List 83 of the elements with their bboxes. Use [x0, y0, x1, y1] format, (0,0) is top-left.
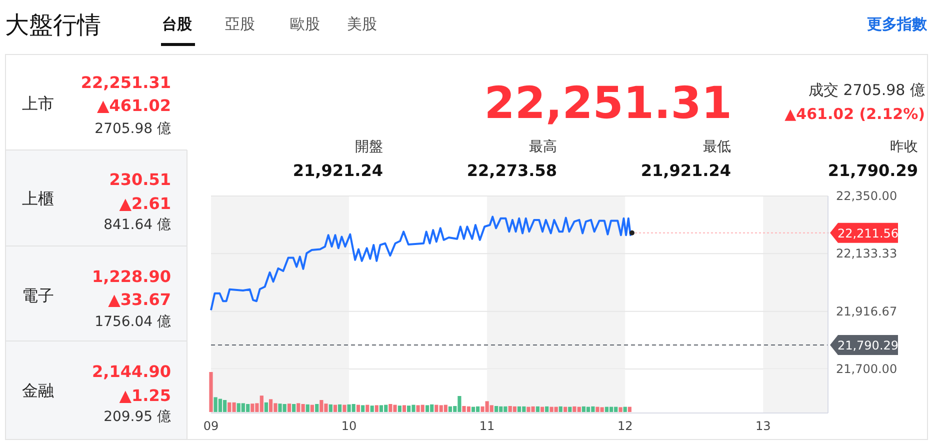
bar — [517, 406, 522, 412]
bar — [494, 406, 498, 412]
x-tick-label: 12 — [617, 419, 633, 433]
text: 美股 — [347, 15, 377, 33]
bar — [540, 406, 544, 412]
text: 230.51 — [109, 170, 171, 189]
text: ▲33.67 — [108, 290, 171, 309]
text: ▲2.61 — [119, 194, 171, 213]
bar — [402, 405, 406, 412]
bar — [315, 404, 319, 412]
bar — [618, 407, 622, 412]
text: 歐股 — [290, 15, 320, 33]
bar — [398, 406, 402, 412]
text: 21,921.24 — [292, 161, 383, 180]
bar — [512, 406, 516, 412]
text: 1,228.90 — [92, 267, 171, 286]
text: 電子 — [22, 286, 54, 305]
bar — [342, 404, 346, 412]
text: 亞股 — [225, 15, 255, 33]
text: 209.95 億 — [104, 409, 171, 425]
text: 21,790.29 — [828, 161, 918, 180]
bar — [361, 405, 365, 412]
text: 上櫃 — [22, 189, 54, 208]
text: 2705.98 億 — [94, 121, 171, 137]
bar — [287, 404, 292, 412]
text: 金融 — [22, 381, 54, 400]
text: 2,144.90 — [92, 362, 171, 381]
bar — [564, 406, 568, 412]
bar — [558, 406, 562, 412]
text: 開盤 — [355, 139, 383, 155]
bar — [338, 404, 342, 412]
text: 1756.04 億 — [94, 314, 171, 330]
bar — [448, 406, 452, 412]
ref-line-label: 21,790.29 — [837, 338, 899, 352]
bar — [628, 406, 632, 412]
bar — [444, 404, 448, 412]
bar — [292, 404, 296, 412]
text: 841.64 億 — [104, 217, 171, 233]
x-tick-label: 13 — [755, 419, 771, 433]
y-tick-label: 22,350.00 — [836, 189, 898, 203]
bar — [471, 406, 476, 412]
text: 21,921.24 — [640, 161, 731, 180]
bar — [264, 402, 268, 412]
x-tick-label: 09 — [203, 419, 219, 433]
bar — [356, 404, 360, 412]
text: 上市 — [22, 94, 54, 113]
annotation: 22,211.56 — [837, 226, 899, 240]
bar — [370, 406, 374, 412]
bar — [333, 404, 338, 412]
bar — [306, 404, 310, 412]
text: 大盤行情 — [5, 11, 101, 39]
bar — [623, 406, 627, 412]
bar — [425, 405, 430, 412]
bar — [310, 404, 314, 412]
text: ▲461.02 — [96, 96, 171, 115]
bar — [328, 404, 332, 412]
y-tick-label: 21,700.00 — [836, 362, 898, 376]
text: 22,251.31 — [80, 73, 171, 92]
bar — [536, 406, 540, 412]
bar — [218, 398, 222, 412]
bar — [366, 404, 370, 412]
bar — [586, 406, 590, 412]
text: 台股 — [162, 15, 193, 33]
x-tick-label: 10 — [341, 419, 357, 433]
text: 最高 — [529, 139, 557, 155]
bar — [609, 406, 614, 412]
bar — [545, 406, 549, 412]
text: 最低 — [703, 139, 731, 155]
bar — [604, 406, 609, 412]
bar — [209, 372, 213, 412]
text: 昨收 — [890, 139, 918, 155]
y-tick-label: 22,133.33 — [836, 246, 898, 261]
y-tick-label: 21,916.67 — [836, 304, 898, 318]
bar — [374, 405, 378, 412]
text: 22,273.58 — [466, 161, 557, 180]
x-tick-label: 11 — [479, 419, 495, 433]
text: 成交 2705.98 億 — [808, 81, 925, 99]
text: 更多指數 — [867, 15, 928, 33]
bar — [568, 406, 572, 412]
bar — [490, 405, 494, 412]
text: ▲1.25 — [119, 386, 171, 405]
text: ▲461.02 (2.12%) — [784, 105, 925, 123]
text: 22,251.31 — [484, 78, 732, 129]
